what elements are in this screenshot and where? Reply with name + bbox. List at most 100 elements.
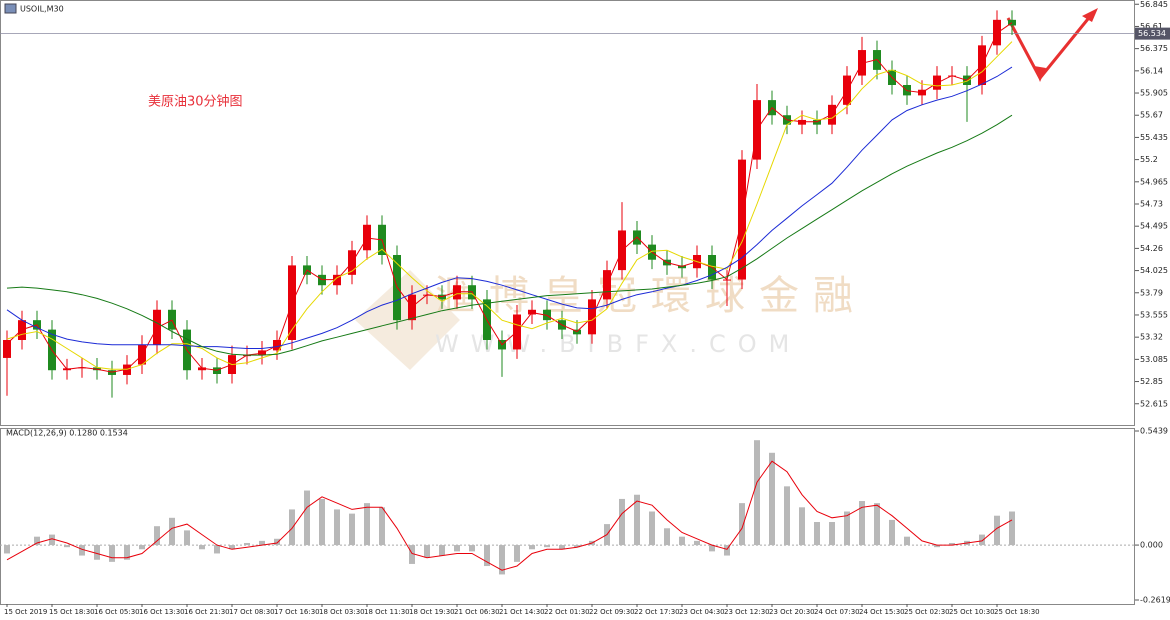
x-tick-label: 25 Oct 18:30	[994, 608, 1040, 616]
macd-bar	[139, 545, 145, 550]
macd-bar	[874, 503, 880, 546]
moving-average	[6, 66, 1013, 349]
x-tick-label: 23 Oct 20:30	[769, 608, 815, 616]
macd-bar	[214, 545, 220, 554]
moving-average	[6, 114, 1013, 356]
y-tick-label: 53.555	[1140, 310, 1168, 319]
y-tick-label: 53.085	[1140, 355, 1168, 364]
macd-bar	[709, 545, 715, 552]
macd-bar	[994, 515, 1000, 546]
macd-bar	[409, 545, 415, 564]
x-tick-label: 22 Oct 01:30	[544, 608, 590, 616]
y-tick-label: 52.615	[1140, 399, 1168, 408]
candle-body	[813, 119, 821, 125]
macd-bar	[499, 545, 505, 575]
macd-bar	[694, 540, 700, 546]
macd-bar	[949, 542, 955, 546]
macd-bar	[64, 545, 70, 548]
macd-bar	[544, 545, 550, 548]
macd-bar	[4, 545, 10, 554]
macd-bar	[754, 440, 760, 546]
y-tick-label: 0.5439	[1140, 427, 1168, 436]
macd-panel	[0, 428, 1135, 605]
x-tick-label: 21 Oct 06:30	[454, 608, 500, 616]
macd-bar	[574, 545, 580, 548]
macd-bar	[769, 452, 775, 546]
macd-bar	[319, 498, 325, 546]
y-tick-label: 54.495	[1140, 222, 1168, 231]
macd-bar	[664, 528, 670, 546]
macd-bar	[739, 503, 745, 546]
watermark-brand: 滙博皇冠環球金融	[435, 273, 867, 319]
x-tick-label: 17 Oct 08:30	[229, 608, 275, 616]
candle-body	[3, 340, 11, 358]
macd-bar	[934, 545, 940, 548]
forecast-arrows	[1006, 8, 1098, 82]
x-tick-label: 15 Oct 2019	[4, 608, 47, 616]
y-tick-label: 52.85	[1140, 377, 1163, 386]
macd-bar	[634, 494, 640, 546]
macd-bar	[79, 545, 85, 556]
x-tick-label: 23 Oct 04:30	[679, 608, 725, 616]
y-tick-label: 0.000	[1140, 541, 1163, 550]
macd-bar	[349, 513, 355, 546]
x-tick-label: 18 Oct 11:30	[364, 608, 410, 616]
macd-bar	[379, 507, 385, 546]
y-tick-label: 55.2	[1140, 155, 1158, 164]
y-tick-label: 56.845	[1140, 0, 1168, 9]
macd-bar	[514, 545, 520, 562]
macd-bar	[829, 522, 835, 546]
macd-bar	[169, 517, 175, 546]
x-tick-label: 23 Oct 12:30	[724, 608, 770, 616]
symbol-icon	[4, 3, 17, 14]
moving-average	[6, 22, 1013, 373]
macd-bar	[559, 545, 565, 550]
macd-bar	[244, 542, 250, 546]
macd-bar	[454, 545, 460, 552]
macd-bar	[979, 534, 985, 546]
x-tick-label: 22 Oct 17:30	[634, 608, 680, 616]
macd-bar	[529, 545, 535, 550]
y-tick-label: 55.435	[1140, 133, 1168, 142]
annotation: 美原油30分钟图	[148, 94, 243, 110]
macd-bar	[199, 545, 205, 550]
macd-bar	[424, 545, 430, 558]
y-tick-label: 54.965	[1140, 177, 1168, 186]
macd-bar	[184, 530, 190, 546]
x-tick-label: 25 Oct 02:30	[904, 608, 950, 616]
macd-bar	[649, 511, 655, 546]
candle-body	[1008, 19, 1016, 26]
candle-body	[198, 367, 206, 371]
macd-bar	[859, 501, 865, 546]
macd-bar	[229, 545, 235, 550]
y-tick-label: -0.2619	[1140, 596, 1170, 605]
price-panel	[0, 0, 1135, 426]
y-tick-label: 54.73	[1140, 200, 1163, 209]
macd-bar	[814, 522, 820, 546]
x-tick-label: 16 Oct 21:30	[184, 608, 230, 616]
macd-bar	[844, 511, 850, 546]
macd-bar	[784, 486, 790, 546]
macd-bar	[94, 545, 100, 560]
y-tick-label: 53.79	[1140, 288, 1163, 297]
macd-bar	[124, 545, 130, 560]
x-tick-label: 18 Oct 03:30	[319, 608, 365, 616]
candle-body	[798, 119, 806, 125]
macd-bar	[439, 545, 445, 556]
macd-bar	[259, 540, 265, 546]
last-price-box	[1135, 27, 1170, 40]
macd-bar	[334, 509, 340, 546]
x-tick-label: 18 Oct 19:30	[409, 608, 455, 616]
symbol-title: USOIL,M30	[20, 5, 64, 14]
x-tick-label: 16 Oct 13:30	[139, 608, 185, 616]
macd-bar	[1009, 511, 1015, 546]
macd-bar	[274, 538, 280, 546]
macd-bar	[154, 526, 160, 546]
macd-bar	[619, 498, 625, 546]
macd-bar	[469, 545, 475, 552]
macd-bar	[484, 545, 490, 567]
x-tick-label: 22 Oct 09:30	[589, 608, 635, 616]
watermark-url: WWW.BIBFX.COM	[435, 330, 801, 358]
macd-bar	[364, 503, 370, 546]
macd-bar	[289, 509, 295, 546]
